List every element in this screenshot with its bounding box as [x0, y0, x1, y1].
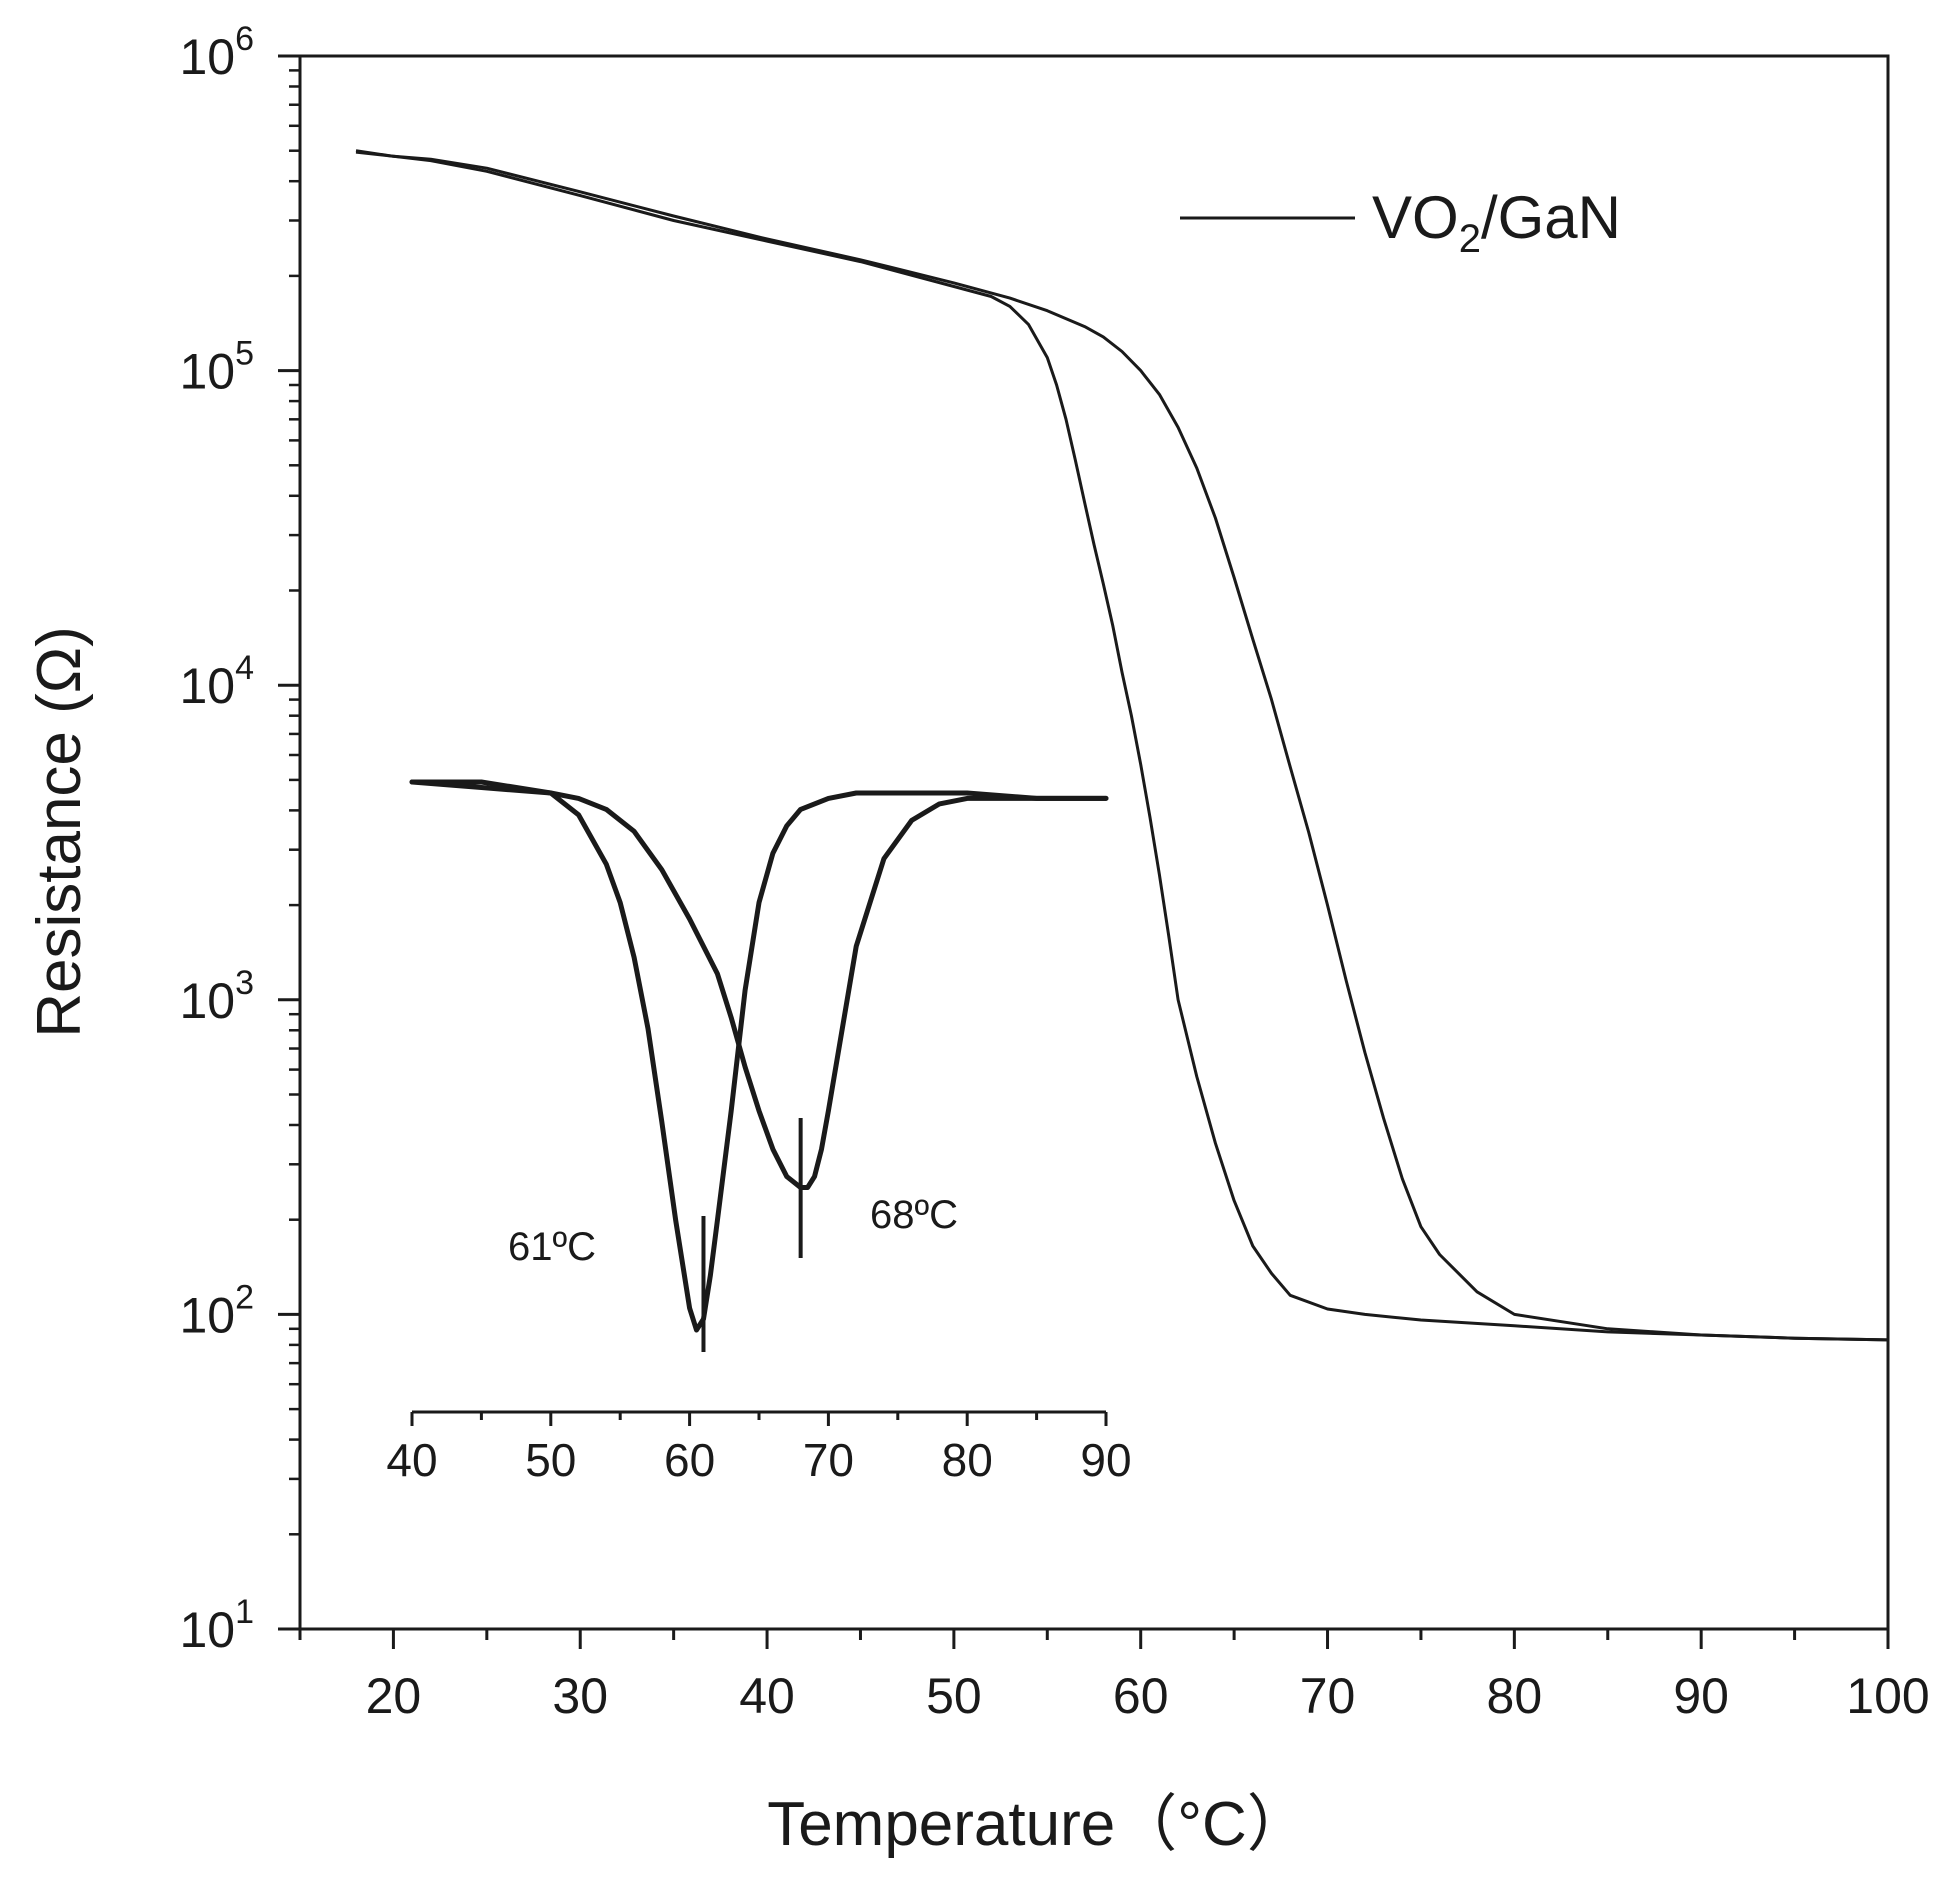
y-tick-label: 104: [179, 649, 254, 714]
legend-label: VO2/GaN: [1372, 184, 1621, 261]
legend-label-main: VO: [1372, 184, 1459, 251]
inset-x-tick-label: 50: [525, 1434, 576, 1486]
x-tick-label: 80: [1487, 1668, 1543, 1724]
inset-x-tick-label: 40: [386, 1434, 437, 1486]
legend: VO2/GaN: [1180, 184, 1621, 261]
y-tick-label: 105: [179, 335, 254, 400]
annotation-68c: 68ºC: [870, 1193, 958, 1237]
x-tick-label: 50: [926, 1668, 982, 1724]
x-tick-label: 40: [739, 1668, 795, 1724]
y-axis-title: Resistance (Ω): [25, 626, 94, 1038]
y-tick-label: 106: [179, 20, 254, 85]
legend-label-subscript: 2: [1459, 217, 1481, 261]
inset-line-cooling: [409, 779, 1109, 1333]
y-tick-label: 101: [179, 1593, 254, 1658]
inset-line-heating: [409, 779, 1109, 1190]
main-axes: 20 30 40 50 60 70 80 90 100 101 102 103 104 105 106: [179, 20, 1929, 1724]
x-tick-label: 100: [1846, 1668, 1929, 1724]
y-tick-label: 102: [179, 1278, 254, 1343]
series-line-heating: [355, 149, 1889, 1342]
y-tick-label: 103: [179, 964, 254, 1029]
x-tick-label: 60: [1113, 1668, 1169, 1724]
x-tick-label: 70: [1300, 1668, 1356, 1724]
x-axis-title: Temperature（°C）: [767, 1790, 1309, 1859]
inset-x-tick-label: 60: [664, 1434, 715, 1486]
plot-frame: [298, 54, 1890, 1631]
inset-x-tick-label: 70: [803, 1434, 854, 1486]
series-line-cooling: [355, 150, 1889, 1342]
legend-label-suffix: /GaN: [1481, 184, 1621, 251]
inset-chart: 40 50 60 70 80 90 61ºC 68ºC: [386, 779, 1132, 1486]
inset-x-tick-label: 80: [942, 1434, 993, 1486]
main-series: [355, 149, 1889, 1342]
x-tick-label: 20: [366, 1668, 422, 1724]
inset-x-tick-label: 90: [1080, 1434, 1131, 1486]
x-tick-label: 30: [552, 1668, 608, 1724]
x-tick-label: 90: [1673, 1668, 1729, 1724]
annotation-61c: 61ºC: [508, 1225, 596, 1269]
